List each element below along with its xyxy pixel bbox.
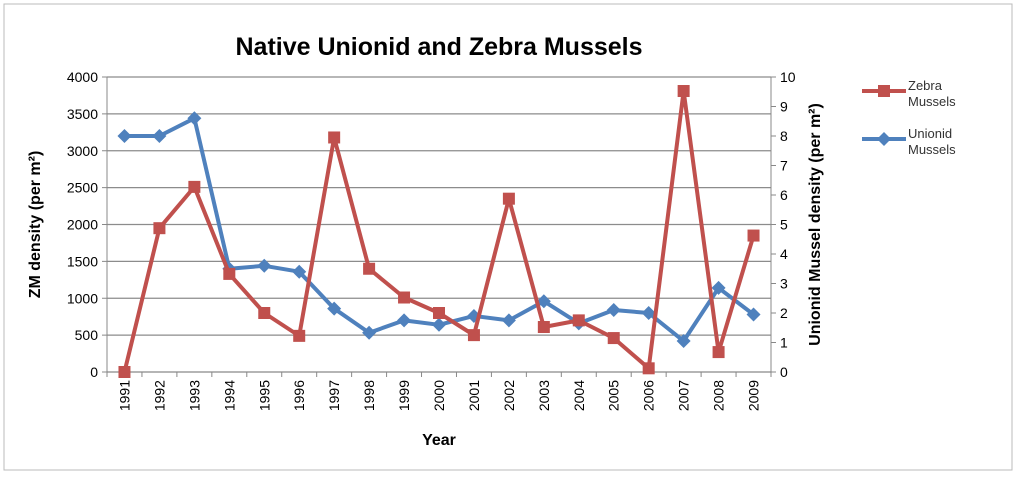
data-point-unionid [187,111,202,126]
data-point-unionid [676,334,691,349]
x-tick-label: 2007 [676,380,692,411]
data-point-unionid [257,258,272,273]
data-point-unionid [501,313,516,328]
x-tick-label: 2004 [571,380,587,411]
x-tick-label: 2008 [711,380,727,411]
y-tick-label: 2500 [67,180,98,196]
y2-tick-label: 8 [780,128,788,144]
y2-tick-label: 5 [780,217,788,233]
data-point-zebra [118,366,131,378]
x-tick-label: 2002 [501,380,517,411]
y2-tick-label: 10 [780,69,796,85]
data-point-zebra [258,307,271,319]
y-tick-label: 1000 [67,290,98,306]
data-point-zebra [433,307,445,319]
y2-axis-label: Unionid Mussel density (per m²) [807,103,824,346]
y-axis-label: ZM density (per m²) [27,151,44,299]
data-point-zebra [398,291,411,304]
y-tick-label: 3500 [67,106,98,122]
data-point-unionid [432,317,446,332]
x-tick-label: 1998 [361,380,377,411]
x-tick-label: 1993 [186,380,202,411]
chart-border [3,3,1013,471]
y2-tick-label: 3 [780,276,788,292]
data-point-unionid [711,280,726,295]
data-point-unionid [117,129,132,143]
data-point-zebra [502,192,515,205]
data-point-unionid [152,129,167,143]
data-point-zebra [677,85,690,98]
y-tick-label: 2000 [67,217,98,233]
data-point-unionid [292,264,307,279]
y-tick-label: 4000 [67,69,98,85]
data-point-unionid [362,325,377,340]
data-point-zebra [328,131,341,144]
x-tick-label: 2005 [606,380,622,411]
legend-label: Zebra [908,78,943,93]
data-point-unionid [397,313,412,328]
data-point-zebra [712,346,725,359]
y-tick-label: 0 [90,364,98,380]
data-point-unionid [327,301,342,316]
legend-marker [878,85,890,97]
data-point-zebra [572,314,585,327]
y-tick-label: 1500 [67,253,98,269]
data-point-unionid [641,306,656,320]
legend-label: Unionid [908,126,952,141]
x-tick-label: 1992 [151,380,167,411]
x-tick-label: 2001 [466,380,482,411]
x-tick-label: 2000 [431,380,447,411]
data-point-unionid [746,307,761,322]
y2-tick-label: 0 [780,364,788,380]
x-tick-label: 1995 [256,380,272,411]
data-point-zebra [607,332,620,345]
x-tick-label: 1991 [116,380,132,411]
chart-title: Native Unionid and Zebra Mussels [235,33,642,61]
y2-tick-label: 7 [780,158,788,174]
x-tick-label: 2006 [641,380,657,411]
y2-tick-label: 6 [780,187,788,203]
legend-marker [877,132,891,146]
x-tick-label: 1999 [396,380,412,411]
data-point-zebra [153,222,166,235]
data-point-zebra [642,362,655,375]
data-point-zebra [223,267,236,280]
x-tick-label: 1996 [291,380,307,411]
legend-label: Mussels [908,142,956,157]
data-point-zebra [363,262,376,275]
y2-tick-label: 1 [780,335,788,351]
data-point-zebra [188,180,201,193]
x-axis-label: Year [422,432,456,449]
x-tick-label: 1994 [221,380,237,411]
x-tick-label: 1997 [326,380,342,411]
y2-tick-label: 4 [780,246,788,262]
legend-label: Mussels [908,94,956,109]
y2-tick-label: 2 [780,305,788,321]
data-point-zebra [293,329,306,342]
y2-tick-label: 9 [780,99,788,115]
data-point-zebra [747,229,760,242]
data-point-unionid [606,303,621,318]
x-tick-label: 2009 [746,380,762,411]
x-tick-label: 2003 [536,380,552,411]
data-point-zebra [537,321,550,334]
data-point-unionid [536,294,551,309]
y-tick-label: 3000 [67,143,98,159]
y-tick-label: 500 [75,327,99,343]
data-point-zebra [467,329,480,342]
